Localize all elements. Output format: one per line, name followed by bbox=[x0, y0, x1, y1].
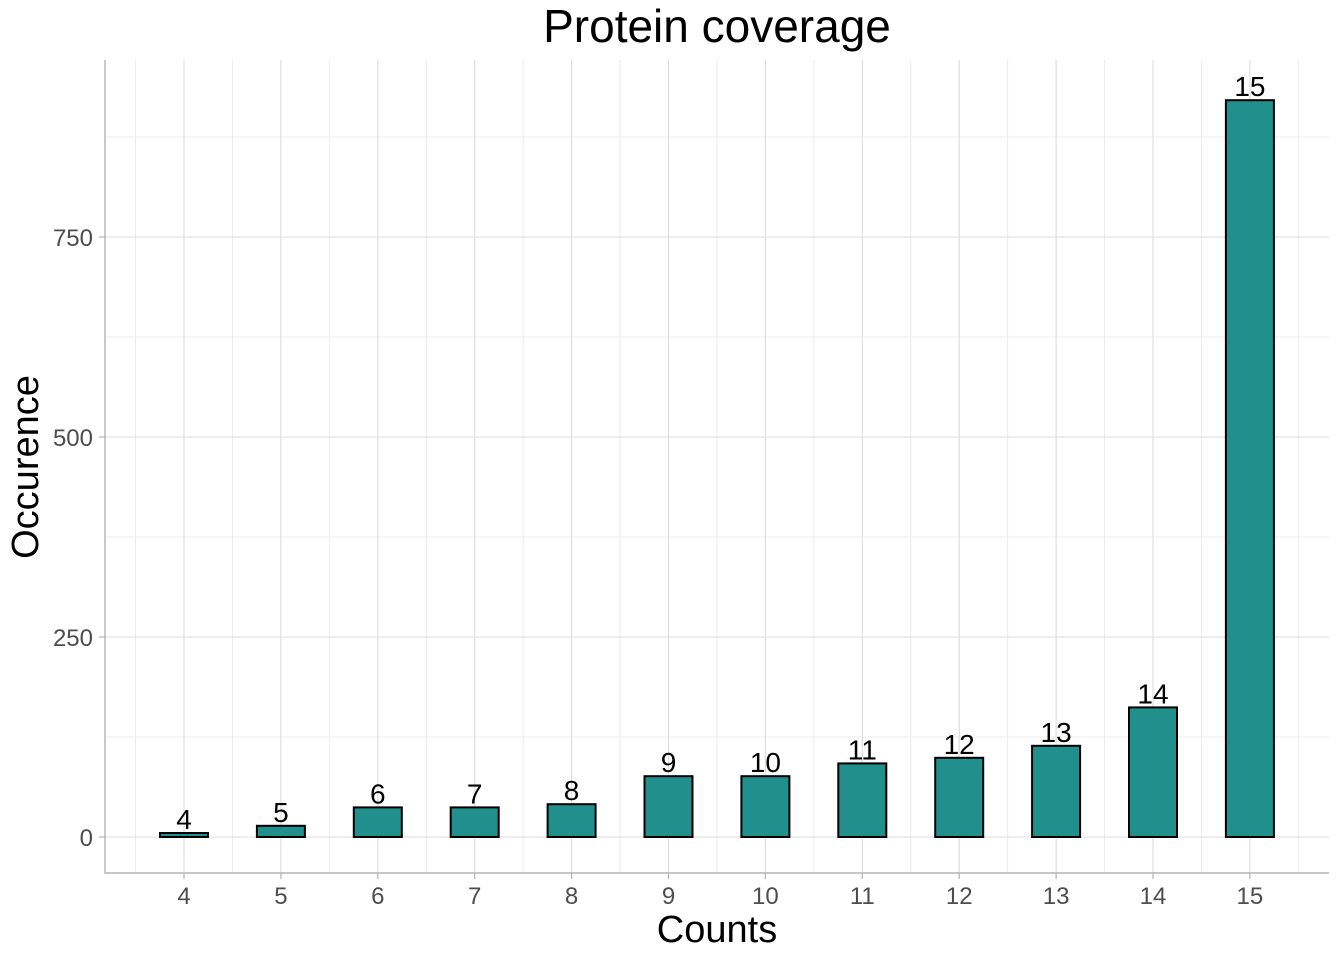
x-tick-label: 11 bbox=[850, 883, 875, 910]
bar-11 bbox=[837, 762, 888, 839]
tick-labels: 0 250 500 750 4 5 6 7 8 9 10 11 12 13 14 15 bbox=[53, 225, 1263, 910]
bar-labels: 4 5 6 7 8 9 10 11 12 13 14 15 bbox=[176, 71, 1265, 835]
x-tick-label: 4 bbox=[177, 883, 190, 910]
bar-label-5: 5 bbox=[273, 797, 289, 828]
y-axis-title: Occurence bbox=[5, 375, 47, 559]
bar-4 bbox=[159, 832, 209, 838]
bar-label-6: 6 bbox=[370, 778, 386, 809]
bar-9 bbox=[643, 775, 694, 839]
x-tick-label: 6 bbox=[371, 883, 384, 910]
bar-label-11: 11 bbox=[848, 734, 877, 765]
y-tick-label: 500 bbox=[53, 425, 93, 452]
bar-label-9: 9 bbox=[661, 747, 677, 778]
bar-label-10: 10 bbox=[750, 747, 781, 778]
bars bbox=[159, 99, 1275, 839]
x-tick-label: 15 bbox=[1237, 883, 1264, 910]
x-tick-label: 7 bbox=[468, 883, 481, 910]
y-tick-label: 250 bbox=[53, 625, 93, 652]
bar-label-13: 13 bbox=[1041, 717, 1072, 748]
bar-8 bbox=[546, 803, 597, 839]
bar-13 bbox=[1031, 744, 1082, 838]
bar-label-8: 8 bbox=[564, 775, 580, 806]
bar-10 bbox=[740, 775, 791, 839]
bar-label-14: 14 bbox=[1137, 678, 1168, 709]
x-tick-label: 8 bbox=[565, 883, 578, 910]
axis-lines bbox=[104, 60, 1329, 874]
bar-5 bbox=[255, 824, 306, 838]
bar-label-7: 7 bbox=[467, 778, 483, 809]
bar-12 bbox=[934, 756, 985, 838]
bar-15 bbox=[1224, 99, 1275, 838]
bar-7 bbox=[449, 806, 500, 839]
x-tick-label: 9 bbox=[662, 883, 675, 910]
x-tick-label: 14 bbox=[1140, 883, 1167, 910]
x-tick-label: 5 bbox=[274, 883, 287, 910]
y-tick-label: 0 bbox=[80, 825, 93, 852]
x-tick-label: 12 bbox=[946, 883, 973, 910]
chart-title: Protein coverage bbox=[543, 0, 891, 52]
x-tick-label: 13 bbox=[1043, 883, 1070, 910]
x-tick-label: 10 bbox=[752, 883, 779, 910]
bar-label-15: 15 bbox=[1234, 71, 1265, 102]
x-axis-title: Counts bbox=[657, 909, 777, 951]
grid bbox=[105, 60, 1329, 873]
bar-label-12: 12 bbox=[944, 729, 975, 760]
axes bbox=[99, 60, 1329, 879]
bar-14 bbox=[1128, 706, 1178, 839]
bar-label-4: 4 bbox=[176, 804, 192, 835]
bar-6 bbox=[352, 806, 403, 839]
y-tick-label: 750 bbox=[53, 225, 93, 252]
